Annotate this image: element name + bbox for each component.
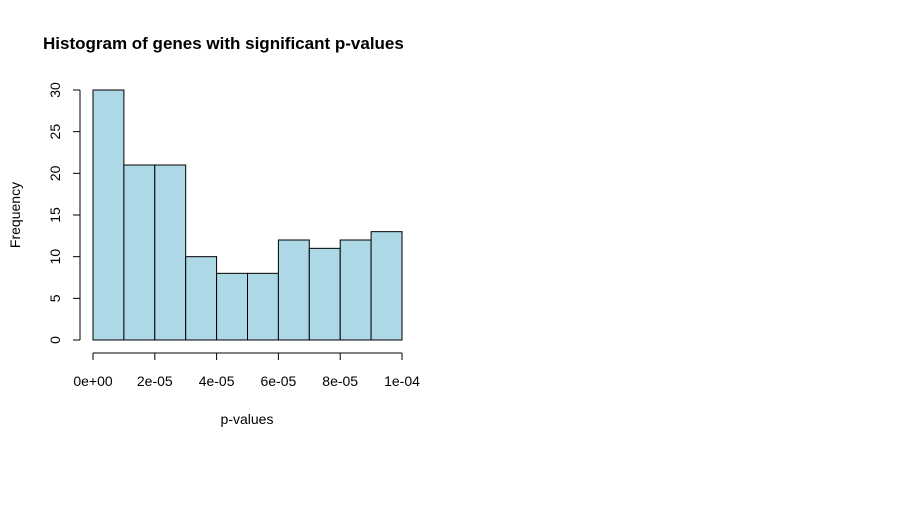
x-axis-label: p-values: [221, 411, 274, 427]
y-axis: 0 5 10 15 20 25 30: [47, 82, 81, 344]
histogram-bar: [308, 247, 341, 341]
y-tick-label: 0: [47, 336, 63, 344]
histogram-bar: [277, 239, 310, 341]
y-tick-label: 15: [47, 207, 63, 223]
histogram-bar: [154, 164, 187, 341]
x-tick-label: 2e-05: [137, 373, 173, 389]
x-tick-label: 6e-05: [260, 373, 296, 389]
bars-group: [92, 89, 403, 341]
y-tick-label: 20: [47, 165, 63, 181]
histogram-bar: [92, 89, 125, 341]
histogram-bar: [247, 272, 279, 341]
histogram-bar: [339, 239, 372, 341]
y-tick-label: 5: [47, 294, 63, 302]
histogram-bar: [216, 272, 249, 341]
x-tick-label: 0e+00: [73, 373, 113, 389]
histogram-bar: [123, 164, 156, 341]
x-tick-label: 1e-04: [384, 373, 420, 389]
histogram-bar: [185, 256, 218, 341]
x-tick-label: 8e-05: [322, 373, 358, 389]
x-tick-label: 4e-05: [199, 373, 235, 389]
x-axis: 0e+00 2e-05 4e-05 6e-05 8e-05 1e-04: [73, 352, 420, 389]
chart-title: Histogram of genes with significant p-va…: [43, 34, 404, 53]
y-axis-label: Frequency: [7, 182, 23, 248]
histogram-bar: [370, 231, 403, 341]
y-tick-label: 10: [47, 249, 63, 265]
y-tick-label: 30: [47, 82, 63, 98]
y-tick-label: 25: [47, 124, 63, 140]
